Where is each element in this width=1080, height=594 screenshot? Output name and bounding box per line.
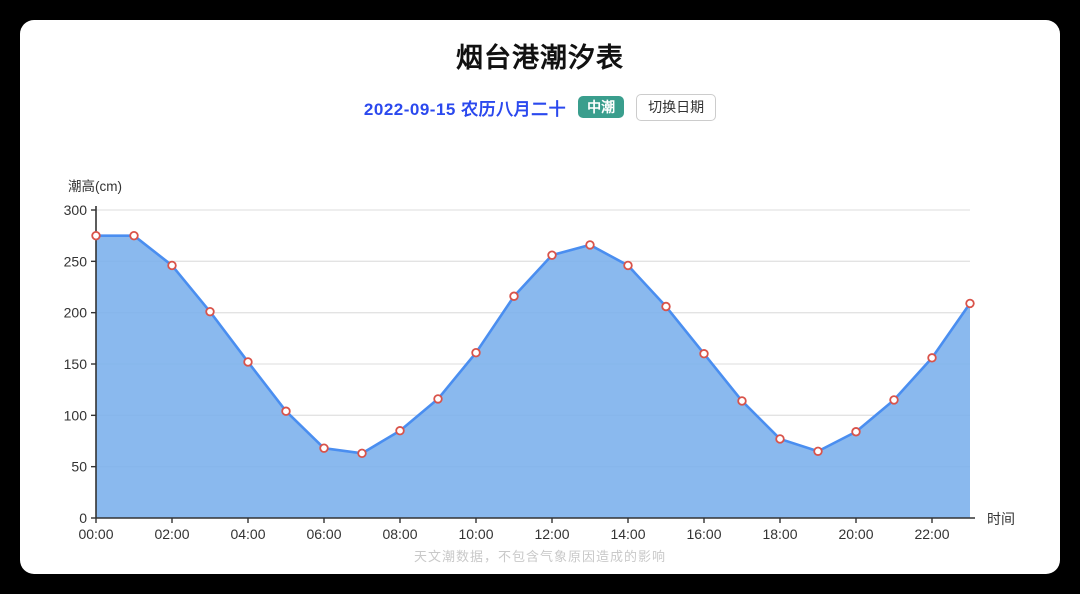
data-point-marker[interactable] — [395, 426, 405, 436]
switch-date-button[interactable]: 切换日期 — [636, 94, 717, 121]
tide-area — [96, 235, 970, 518]
tide-area-chart[interactable]: 0 50 100 150 200 250 300 00:00 02:00 04:00 06:00 08… — [40, 160, 1040, 560]
y-tick-label: 150 — [64, 356, 88, 372]
chart-container: 0 50 100 150 200 250 300 00:00 02:00 04:00 06:00 08… — [40, 160, 1040, 560]
page-title: 烟台港潮汐表 — [456, 43, 624, 73]
data-point-marker[interactable] — [851, 427, 861, 437]
data-point-marker[interactable] — [129, 230, 139, 241]
x-tick-label: 22:00 — [914, 526, 949, 542]
x-axis-title: 时间 — [987, 511, 1015, 527]
x-tick-label: 06:00 — [306, 526, 341, 542]
data-point-marker[interactable] — [623, 260, 633, 271]
data-point-marker[interactable] — [585, 240, 595, 250]
data-point-marker[interactable] — [775, 434, 785, 444]
x-tick-label: 12:00 — [534, 526, 569, 542]
x-tick-label: 08:00 — [382, 526, 417, 542]
tide-card: 烟台港潮汐表 2022-09-15 农历八月二十 中潮 切换日期 0 50 100 1… — [20, 20, 1060, 574]
x-tick-label: 14:00 — [610, 526, 645, 542]
data-point-marker[interactable] — [889, 395, 899, 405]
y-tick-label: 0 — [79, 510, 87, 526]
x-tick-label: 00:00 — [78, 526, 113, 542]
x-tick-label: 02:00 — [154, 526, 189, 542]
y-tick-label: 50 — [71, 459, 87, 475]
tide-line — [94, 234, 972, 455]
data-point-marker[interactable] — [167, 260, 177, 271]
data-point-marker[interactable] — [927, 353, 937, 363]
y-axis-title: 潮高(cm) — [68, 178, 122, 194]
x-tick-label: 20:00 — [838, 526, 873, 542]
y-tick-label: 100 — [64, 407, 88, 423]
data-point-marker[interactable] — [357, 448, 367, 459]
x-tick-label: 10:00 — [458, 526, 493, 542]
y-tick-label: 300 — [64, 202, 88, 218]
data-point-marker[interactable] — [547, 250, 557, 260]
data-point-marker[interactable] — [813, 446, 823, 456]
data-point-marker[interactable] — [661, 301, 671, 312]
data-point-marker[interactable] — [965, 298, 975, 309]
y-tick-label: 250 — [64, 253, 88, 269]
data-point-marker[interactable] — [737, 396, 747, 406]
data-point-marker[interactable] — [319, 443, 329, 453]
data-point-marker[interactable] — [433, 394, 443, 404]
x-tick-label: 18:00 — [762, 526, 797, 542]
data-point-marker[interactable] — [91, 230, 101, 241]
date-row: 2022-09-15 农历八月二十 中潮 切换日期 — [20, 94, 1060, 121]
data-point-marker[interactable] — [205, 306, 215, 317]
x-tick-label: 16:00 — [686, 526, 721, 542]
data-point-marker[interactable] — [243, 357, 253, 367]
x-tick-label: 04:00 — [230, 526, 265, 542]
date-lunar-label: 2022-09-15 农历八月二十 — [363, 99, 567, 119]
data-point-marker[interactable] — [471, 348, 481, 358]
data-point-marker[interactable] — [281, 406, 291, 416]
data-point-marker[interactable] — [699, 349, 709, 359]
tide-level-badge: 中潮 — [578, 96, 625, 119]
y-tick-label: 200 — [64, 305, 88, 321]
footer-note: 天文潮数据，不包含气象原因造成的影响 — [413, 549, 666, 564]
data-point-marker[interactable] — [509, 291, 519, 301]
